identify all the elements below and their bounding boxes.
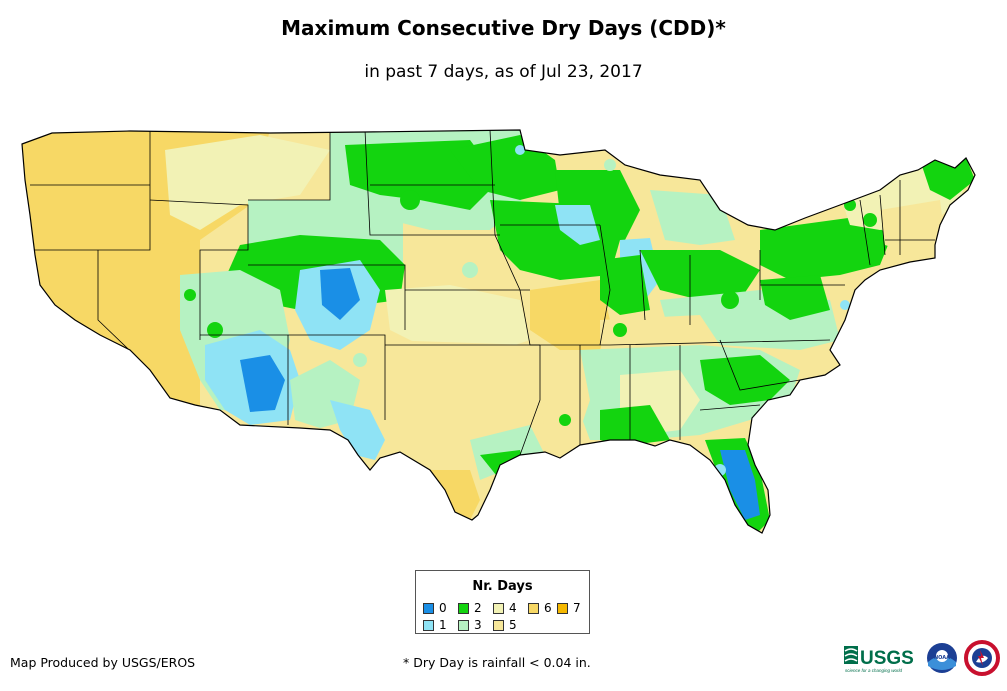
legend-item: 0 — [423, 601, 447, 615]
legend-item: 4 — [493, 601, 517, 615]
map-title: Maximum Consecutive Dry Days (CDD)* — [281, 16, 726, 40]
footnote: * Dry Day is rainfall < 0.04 in. — [403, 655, 591, 670]
legend-item: 1 — [423, 618, 447, 632]
legend-label: 0 — [439, 601, 447, 615]
legend-swatch — [458, 602, 469, 614]
legend-label: 5 — [509, 618, 517, 632]
map-credit: Map Produced by USGS/EROS — [10, 655, 196, 670]
noaa-wordmark: NOAA — [934, 655, 950, 661]
legend-swatch — [528, 602, 539, 614]
legend-swatch — [493, 602, 504, 614]
legend-swatch — [493, 619, 504, 631]
usgs-tagline: science for a changing world — [845, 668, 903, 673]
legend: Nr. Days 0 1 2 3 4 5 6 7 — [415, 570, 590, 634]
legend-label: 7 — [573, 601, 581, 615]
legend-title: Nr. Days — [472, 579, 533, 594]
legend-item: 5 — [493, 618, 517, 632]
nws-logo — [964, 640, 1000, 676]
legend-label: 2 — [474, 601, 482, 615]
legend-item: 7 — [557, 601, 581, 615]
legend-swatch — [423, 602, 434, 614]
usgs-logo: USGS science for a changing world — [844, 646, 914, 673]
legend-swatch — [423, 619, 434, 631]
agency-logos: USGS science for a changing world NOAA — [844, 640, 1000, 676]
legend-label: 6 — [544, 601, 552, 615]
legend-label: 3 — [474, 618, 482, 632]
legend-label: 1 — [439, 618, 447, 632]
legend-swatch — [557, 602, 568, 614]
noaa-logo: NOAA — [927, 643, 957, 673]
legend-label: 4 — [509, 601, 517, 615]
map-subtitle: in past 7 days, as of Jul 23, 2017 — [364, 62, 643, 82]
legend-item: 3 — [458, 618, 482, 632]
legend-item: 6 — [528, 601, 552, 615]
legend-swatch — [458, 619, 469, 631]
usgs-wordmark: USGS — [860, 648, 914, 669]
us-dry-days-map — [21, 129, 976, 534]
legend-item: 2 — [458, 601, 482, 615]
